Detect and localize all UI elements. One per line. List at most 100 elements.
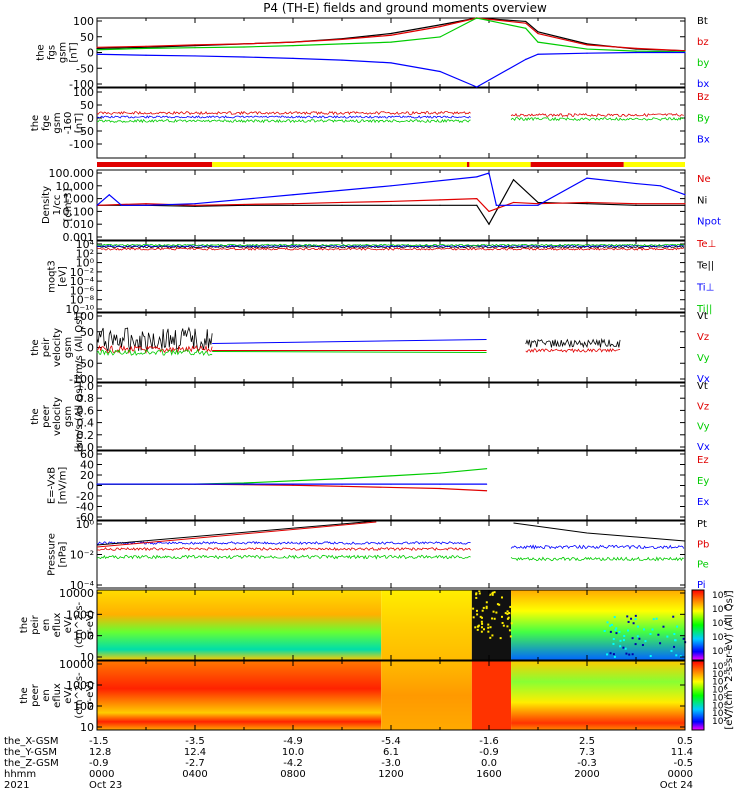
data-point [292,204,294,206]
legend-ti⊥: Ti⊥ [696,282,714,293]
spectrogram-pixel [483,628,486,631]
spectrogram-pixel [657,633,660,636]
data-point [243,483,245,485]
coord-hhmm-value: 2000 [574,769,599,780]
y-axis-label: gsm [63,406,74,427]
trace-green [510,116,685,122]
y-tick-label: 1000 [66,679,94,692]
colorbar [691,660,705,731]
y-axis-label: the [30,115,41,131]
coord-label-y: the_Y-GSM [4,747,57,758]
y-axis-label: the [19,687,30,703]
colorbar-tick-label: 10³ [712,709,727,719]
colorbar-tick-label: 10⁵ [712,693,727,703]
spectrogram-pixel [634,643,637,646]
data-point [537,204,539,206]
y-tick-label: -50 [76,125,94,138]
coord-z-value: -2.7 [185,758,205,769]
data-point [292,484,294,486]
spectrogram-pixel [475,593,478,596]
y-axis-label: (cm^2-s- [74,601,85,648]
colorbar-tick-label: 10² [712,717,727,727]
coord-x-value: -1.5 [89,736,109,747]
data-point [96,53,98,55]
spectrogram-pixel [670,649,673,652]
spectrogram-pixel [481,622,484,625]
data-point [341,43,343,45]
y-axis-label: gsm [52,112,63,133]
data-point [390,32,392,35]
legend-ti||: Ti|| [696,304,712,315]
data-point [390,185,392,187]
spectrogram-pixel [612,638,615,641]
coord-z-value: -0.3 [577,758,597,769]
data-point [390,41,392,43]
spectrogram-pixel [613,655,616,658]
coord-hhmm-value: 0400 [182,769,207,780]
legend-bz: Bz [697,92,709,103]
y-tick-label: 10 [80,651,94,664]
legend-vx: Vx [697,442,710,453]
spectrogram-pixel [487,626,490,629]
data-point [145,46,147,48]
data-point [537,41,539,43]
spectrogram-pixel [474,626,477,629]
coord-hhmm-value: 0000 [89,769,114,780]
spectrogram-pixel [666,635,669,638]
coord-x-value: -3.5 [185,736,205,747]
y-axis-label: the [19,617,30,633]
y-tick-label: 10000 [59,658,94,671]
trace-green [96,118,471,124]
trace-red [96,344,213,354]
spectrogram-pixel [498,603,501,606]
spectrogram-block [381,590,472,660]
spectrogram-pixel [496,603,499,606]
trace-red [96,521,377,548]
data-point [145,47,147,49]
spectrogram-pixel [509,605,512,608]
data-point [194,47,196,49]
y-axis-label: the [30,408,41,424]
legend-te⊥: Te⊥ [696,239,716,250]
spectrogram-pixel [506,617,509,620]
series-fgs-by [96,17,686,53]
panel-background [97,88,685,158]
data-point [439,204,441,206]
spectrogram-pixel [606,653,609,656]
y-axis-label: E=-VxB [47,467,58,504]
trace-red [510,112,684,118]
data-point [659,185,662,187]
spectrogram-pixel [628,653,631,656]
coord-z-value: 0.0 [481,758,497,769]
spectrogram-pixel [478,592,481,595]
legend-vy: Vy [697,422,710,433]
data-point [120,204,123,206]
spectrogram-pixel [622,639,625,642]
data-point [96,49,98,51]
y-axis-label: eflux [52,683,63,708]
spectrogram-pixel [631,637,634,640]
colorbar-tick-label: 10⁴ [712,701,727,711]
coord-y-value: 12.8 [89,747,111,758]
legend-ez: Ez [697,455,709,466]
coord-label-z: the_Z-GSM [4,758,59,769]
spectrogram-pixel [651,628,654,631]
spectrogram-pixel [623,635,626,638]
data-point [439,199,441,201]
data-point [635,51,637,54]
y-tick-label: 10⁻⁸ [70,294,95,307]
trace-red [96,110,471,116]
data-point [243,56,245,58]
data-point [635,203,637,205]
legend-ne: Ne [697,174,711,185]
trace-blue [96,115,471,119]
y-axis-label: [mV/m] [58,467,69,505]
spectrogram-pixel [475,609,478,612]
colorbar [691,589,705,661]
y-tick-label: 1.0 [77,380,95,393]
spectrogram-pixel [636,625,639,628]
trace-green [96,554,471,560]
data-point [439,24,441,26]
y-axis-label: peer [41,404,52,428]
